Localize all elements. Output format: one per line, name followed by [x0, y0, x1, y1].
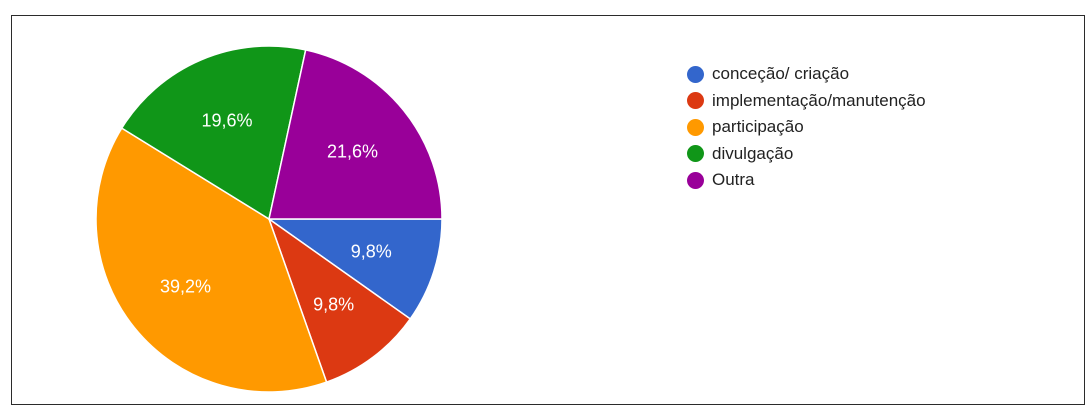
legend-swatch: [687, 171, 704, 189]
pie-chart: 9,8% 9,8% 39,2% 19,6% 21,6%: [95, 45, 443, 393]
legend-swatch: [687, 118, 704, 136]
slice-value-label-3: 39,2%: [160, 276, 211, 296]
legend-label: implementação/manutenção: [712, 90, 926, 110]
slice-value-label-2: 9,8%: [313, 295, 354, 315]
legend-label: participação: [712, 117, 804, 136]
legend-item[interactable]: implementação/manutenção: [687, 88, 926, 114]
legend-swatch: [687, 145, 704, 162]
chart-legend: conceção/ criação implementação/manutenç…: [687, 61, 926, 194]
legend-label: conceção/ criação: [712, 64, 850, 83]
legend-label: divulgação: [712, 143, 794, 163]
legend-item[interactable]: divulgação: [687, 141, 926, 167]
legend-item[interactable]: conceção/ criação: [687, 61, 926, 87]
pie-slice-2[interactable]: [267, 217, 412, 384]
pie-slice-4[interactable]: [120, 45, 307, 221]
chart-frame: 9,8% 9,8% 39,2% 19,6% 21,6% conceção/ criaçã…: [11, 15, 1085, 405]
pie-slice-5[interactable]: [268, 49, 443, 220]
slice-value-label-1: 9,8%: [351, 242, 392, 262]
pie-slice-1[interactable]: [266, 218, 443, 320]
slice-value-label-4: 19,6%: [201, 110, 252, 130]
slice-value-label-5: 21,6%: [327, 142, 378, 162]
legend-swatch: [687, 65, 704, 83]
legend-item[interactable]: Outra: [687, 167, 926, 193]
pie-slice-3[interactable]: [95, 127, 328, 393]
legend-label: Outra: [712, 170, 755, 189]
legend-item[interactable]: participação: [687, 114, 926, 140]
legend-swatch: [687, 92, 704, 109]
